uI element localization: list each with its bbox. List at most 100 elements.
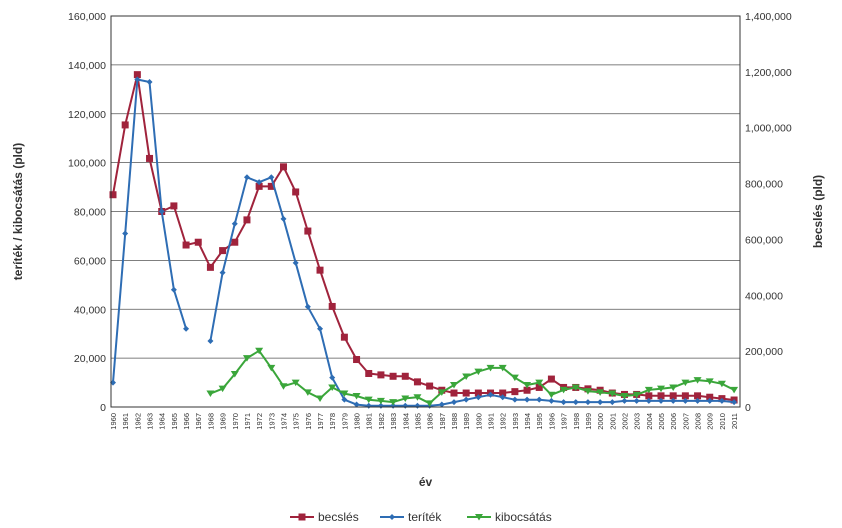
- data-point: [560, 399, 567, 406]
- data-point: [535, 379, 544, 387]
- right-tick-label: 600,000: [745, 234, 783, 246]
- left-axis-ticks: 0 20,000 40,000 60,000 80,000 100,000 120,000 1…: [68, 11, 106, 414]
- data-point: [194, 238, 202, 246]
- data-point: [475, 394, 482, 401]
- x-tick-label: 1987: [438, 413, 447, 430]
- x-tick-label: 1993: [511, 413, 520, 430]
- data-point: [730, 386, 739, 394]
- data-point: [499, 394, 506, 401]
- data-point: [644, 386, 653, 394]
- x-tick-label: 2007: [681, 413, 690, 430]
- data-point: [219, 247, 227, 255]
- data-point: [329, 374, 336, 381]
- legend: becslés teríték kibocsátás: [290, 510, 552, 524]
- legend-marker: [475, 514, 483, 521]
- data-point: [158, 208, 165, 215]
- data-point: [583, 388, 592, 395]
- data-point: [462, 373, 471, 380]
- x-tick-label: 1975: [292, 413, 301, 430]
- plot-frame: [110, 15, 741, 408]
- data-point: [706, 397, 713, 404]
- data-point: [389, 399, 398, 406]
- x-tick-label: 2006: [669, 413, 678, 430]
- data-point: [632, 391, 641, 399]
- data-point: [231, 238, 239, 246]
- data-point: [449, 382, 458, 389]
- data-point: [401, 395, 410, 402]
- data-point: [219, 269, 226, 276]
- data-point: [524, 396, 531, 403]
- data-point: [413, 378, 421, 386]
- left-tick-label: 120,000: [68, 109, 106, 121]
- data-point: [377, 371, 385, 379]
- data-point: [280, 215, 287, 222]
- data-point: [425, 400, 434, 407]
- data-point: [303, 389, 312, 396]
- left-tick-label: 0: [100, 402, 106, 414]
- x-tick-label: 1974: [279, 413, 288, 430]
- legend-marker: [298, 513, 306, 521]
- data-point: [597, 399, 604, 406]
- data-point: [548, 397, 555, 404]
- x-tick-label: 1976: [304, 413, 313, 430]
- series-line: [210, 349, 735, 405]
- x-tick-label: 1979: [340, 413, 349, 430]
- data-point: [682, 397, 689, 404]
- data-point: [731, 399, 738, 406]
- data-point: [487, 391, 494, 398]
- data-point: [437, 389, 446, 396]
- x-tick-label: 2009: [706, 413, 715, 430]
- data-point: [499, 389, 507, 397]
- data-point: [353, 401, 360, 408]
- data-point: [669, 384, 678, 391]
- data-point: [694, 392, 702, 400]
- data-point: [206, 390, 215, 398]
- x-tick-label: 1981: [365, 413, 374, 430]
- x-tick-label: 1965: [170, 413, 179, 430]
- x-tick-label: 1960: [109, 413, 118, 430]
- x-tick-label: 1994: [523, 413, 532, 430]
- x-tick-label: 2011: [730, 413, 739, 429]
- data-point: [694, 397, 701, 404]
- data-point: [365, 369, 373, 377]
- data-point: [304, 303, 311, 310]
- data-point: [133, 71, 141, 79]
- left-tick-label: 100,000: [68, 158, 106, 170]
- data-point: [304, 227, 312, 235]
- data-point: [316, 395, 325, 402]
- data-point: [645, 397, 652, 404]
- data-point: [353, 356, 361, 364]
- x-tick-label: 1966: [182, 413, 191, 430]
- x-tick-label: 2008: [694, 413, 703, 430]
- x-tick-label: 2010: [718, 413, 727, 430]
- data-point: [182, 241, 190, 249]
- x-axis-title: év: [419, 475, 433, 489]
- data-point: [328, 302, 336, 310]
- data-point: [207, 338, 214, 345]
- data-point: [486, 364, 495, 372]
- x-tick-label: 1961: [121, 413, 130, 430]
- data-point: [681, 379, 690, 387]
- data-point: [242, 355, 251, 362]
- left-tick-label: 140,000: [68, 60, 106, 72]
- x-tick-label: 1988: [450, 413, 459, 430]
- data-point: [146, 154, 154, 162]
- series-teríték: [110, 76, 738, 409]
- x-tick-label: 2005: [657, 413, 666, 430]
- data-point: [609, 399, 616, 406]
- data-point: [608, 390, 617, 398]
- data-point: [463, 396, 470, 403]
- x-tick-label: 1991: [487, 413, 496, 430]
- x-tick-label: 1998: [572, 413, 581, 430]
- data-point: [510, 374, 519, 382]
- x-tick-label: 2000: [596, 413, 605, 430]
- data-point: [170, 286, 177, 293]
- right-tick-label: 800,000: [745, 179, 783, 191]
- data-point: [376, 397, 385, 405]
- data-point: [426, 382, 434, 390]
- data-point: [584, 399, 591, 406]
- data-point: [255, 347, 264, 355]
- plot-area: [109, 15, 741, 409]
- data-point: [621, 397, 628, 404]
- data-point: [183, 325, 190, 332]
